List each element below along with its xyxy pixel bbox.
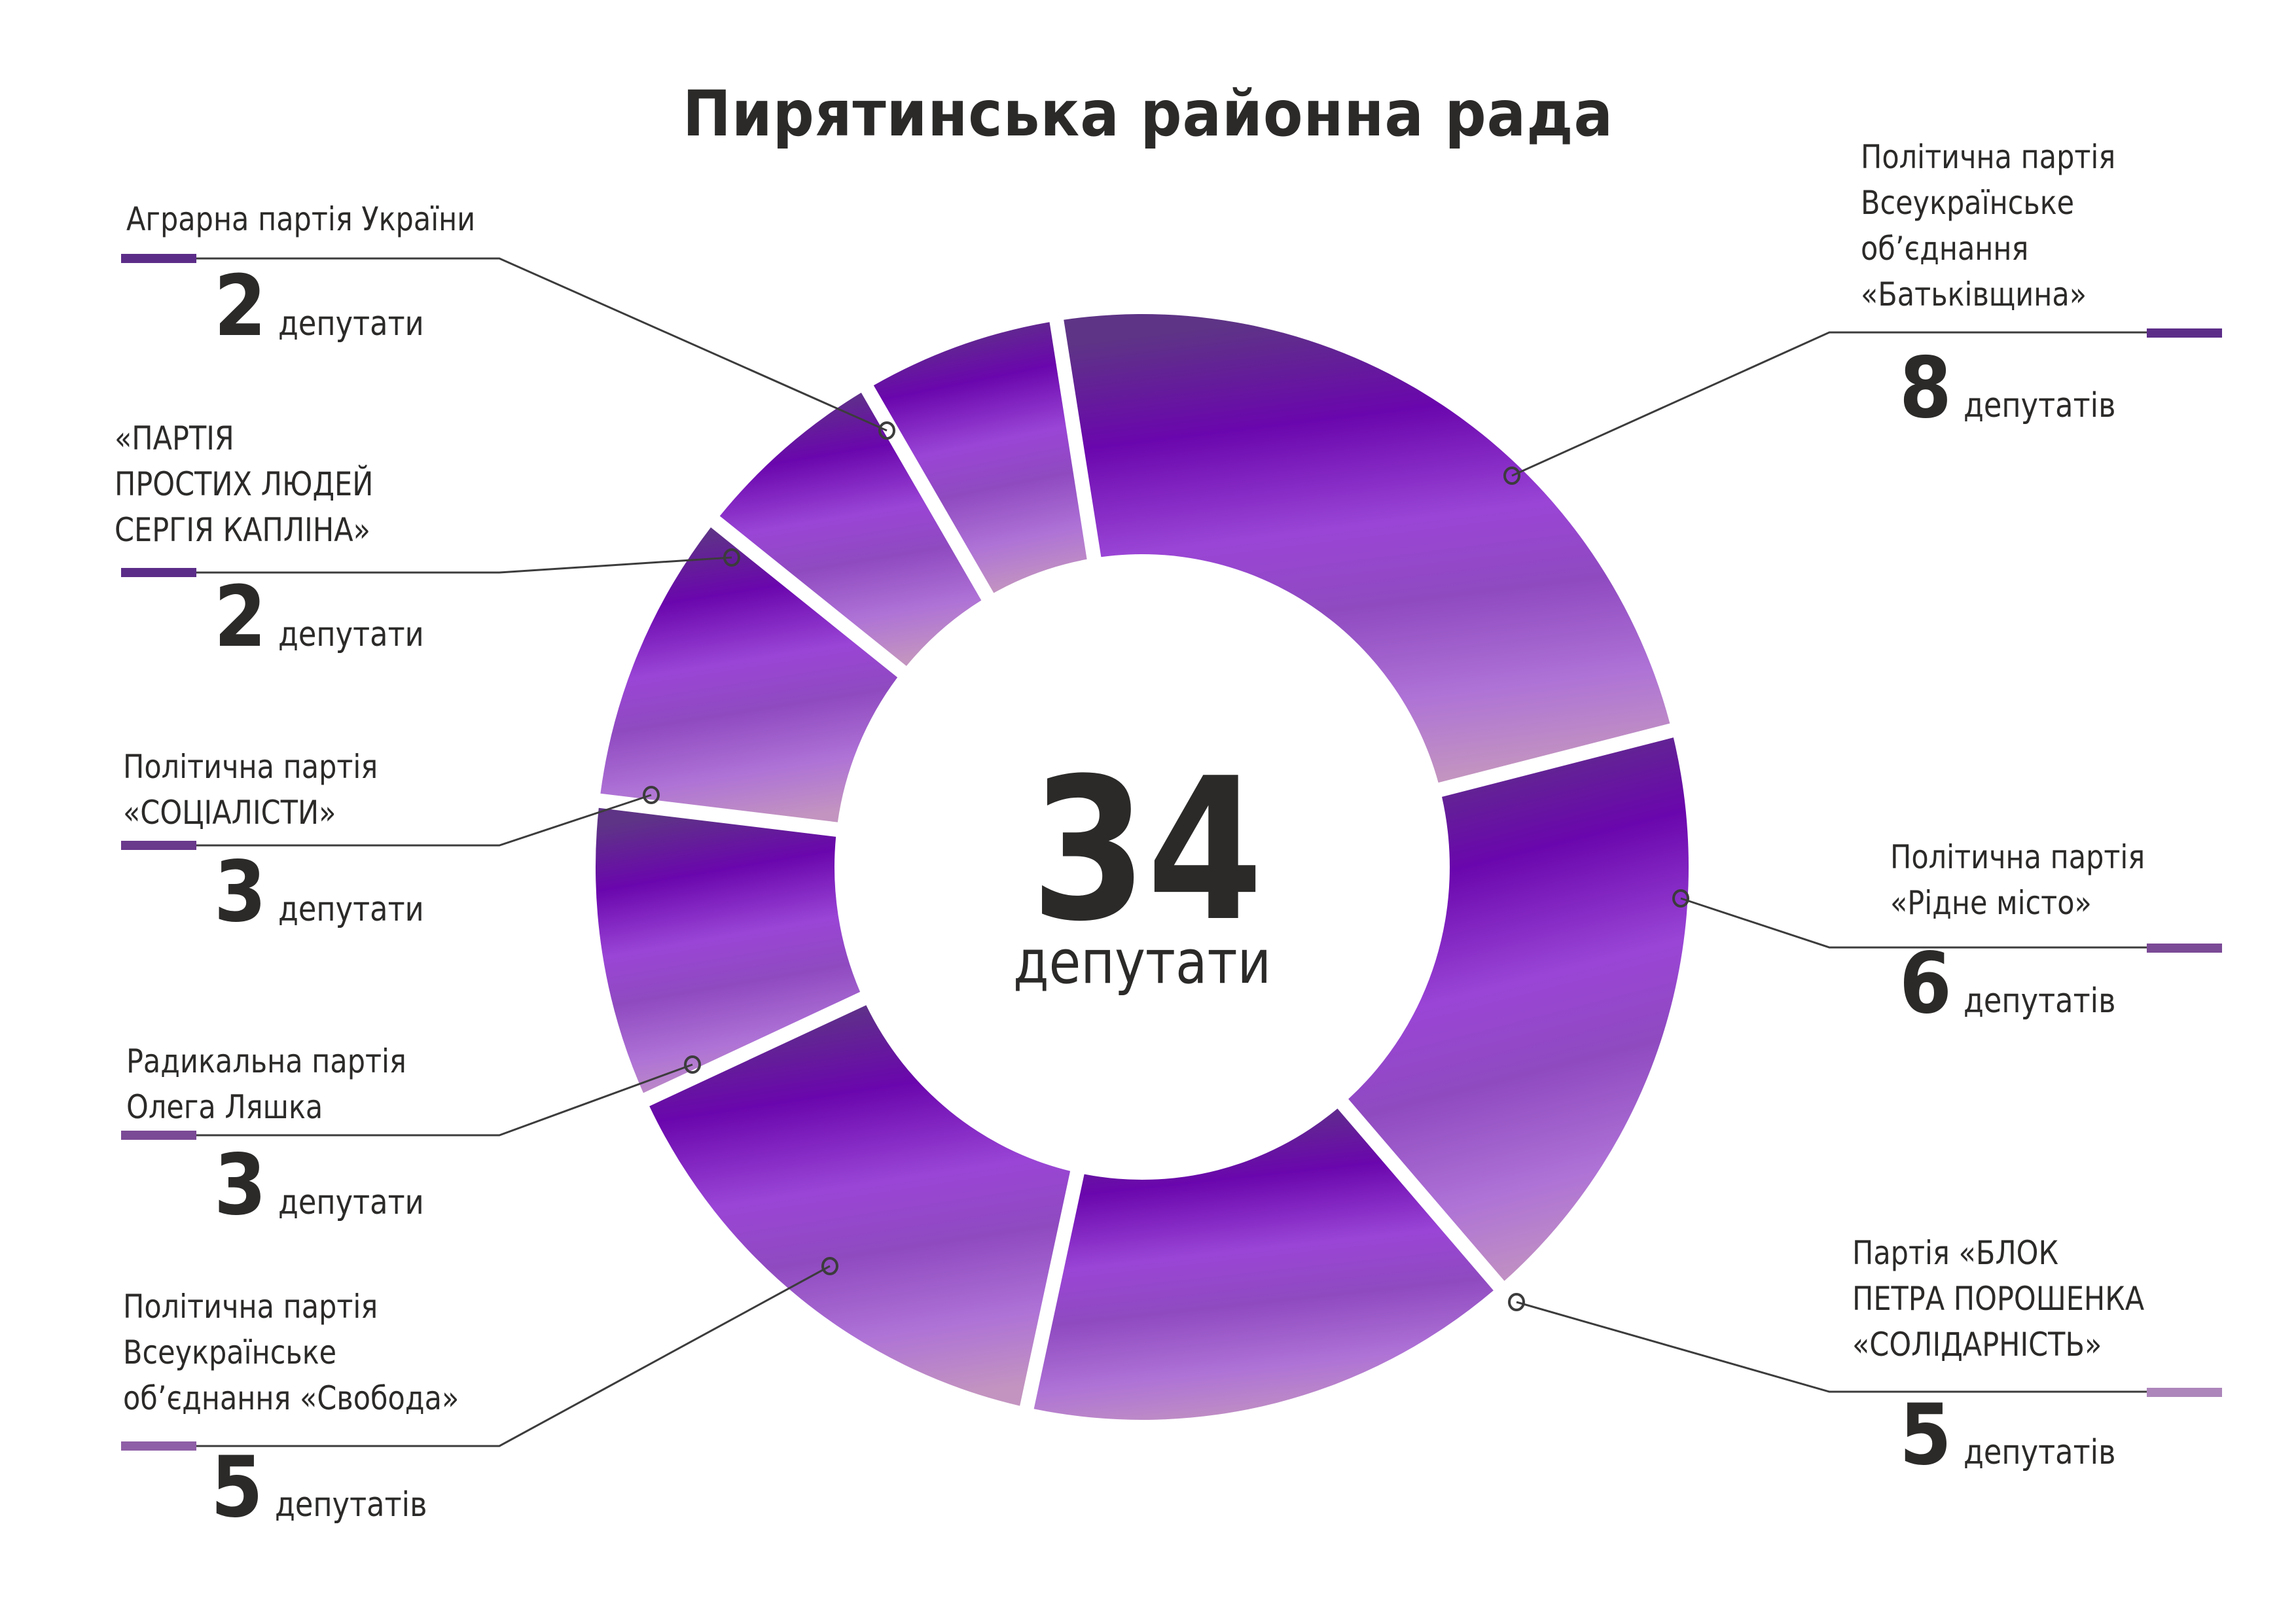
leader-dot-icon xyxy=(723,548,740,567)
count-word: депутати xyxy=(278,615,424,654)
count-batkivshchyna: 8 депутатів xyxy=(1893,347,2140,431)
segment-batkivshchyna xyxy=(1064,314,1670,783)
accent-bar-ridne-misto xyxy=(2147,944,2222,953)
label-ridne-misto: Політична партія «Рідне місто» xyxy=(1890,838,2145,922)
leader-dot-icon xyxy=(1503,467,1520,485)
leader-dot-icon xyxy=(643,786,660,804)
chart-title: Пирятинська районна рада xyxy=(683,77,1613,150)
label-radical: Радикальна партія Олега Ляшка xyxy=(126,1042,406,1126)
donut-ring xyxy=(596,314,1689,1420)
count-word: депутати xyxy=(278,1183,424,1222)
label-svoboda: Політична партія Всеукраїнське об’єднанн… xyxy=(123,1288,459,1417)
count-number: 5 xyxy=(210,1439,264,1536)
leader-line-socialists xyxy=(121,794,652,847)
count-word: депутати xyxy=(278,890,424,929)
count-number: 6 xyxy=(1899,935,1952,1033)
count-kaplin: 2 депутати xyxy=(208,576,448,660)
count-bpp: 5 депутатів xyxy=(1893,1394,2140,1477)
label-agrarian: Аграрна партія України xyxy=(126,200,476,238)
leader-dot-icon xyxy=(878,421,895,440)
accent-bar-batkivshchyna xyxy=(2147,328,2222,338)
count-word: депутатів xyxy=(1964,1433,2116,1472)
segment-radical xyxy=(596,807,861,1093)
count-word: депутатів xyxy=(1964,386,2116,425)
count-ridne-misto: 6 депутатів xyxy=(1893,942,2140,1026)
leader-line-kaplin xyxy=(121,556,732,574)
leader-line-batkivshchyna xyxy=(1511,331,2222,477)
leader-lines xyxy=(121,254,2222,1451)
count-word: депутатів xyxy=(1964,981,2116,1021)
label-bpp: Партія «БЛОК ПЕТРА ПОРОШЕНКА «СОЛІДАРНІС… xyxy=(1852,1234,2145,1364)
segment-agrarian xyxy=(873,322,1087,593)
accent-bar-agrarian xyxy=(121,254,196,263)
count-word: депутати xyxy=(278,304,424,344)
accent-bar-radical xyxy=(121,1131,196,1140)
leader-line-ridne-misto xyxy=(1680,897,2222,949)
count-number: 3 xyxy=(213,843,267,941)
leader-dot-icon xyxy=(1508,1293,1525,1311)
leader-dot-icon xyxy=(1672,889,1689,908)
leader-line-bpp xyxy=(1516,1301,2222,1393)
leader-line-radical xyxy=(121,1063,693,1137)
total-label: депутати xyxy=(1013,927,1272,997)
segment-ridne-misto xyxy=(1348,737,1689,1281)
label-batkivshchyna: Політична партія Всеукраїнське об’єднанн… xyxy=(1861,138,2116,313)
accent-bar-socialists xyxy=(121,841,196,850)
leader-dot-icon xyxy=(684,1055,701,1074)
segment-kaplin xyxy=(719,393,982,666)
segment-svoboda xyxy=(649,1005,1071,1406)
count-number: 3 xyxy=(213,1137,267,1234)
count-number: 8 xyxy=(1899,340,1952,437)
count-word: депутатів xyxy=(275,1485,427,1525)
segment-bpp xyxy=(1033,1108,1494,1420)
label-kaplin: «ПАРТІЯ ПРОСТИХ ЛЮДЕЙ СЕРГІЯ КАПЛІНА» xyxy=(115,419,374,549)
leader-dot-icon xyxy=(821,1257,838,1275)
label-socialists: Політична партія «СОЦІАЛІСТИ» xyxy=(123,748,378,832)
leader-line-agrarian xyxy=(121,257,888,432)
segment-socialists xyxy=(600,527,898,822)
count-socialists: 3 депутати xyxy=(208,851,448,934)
accent-bar-bpp xyxy=(2147,1388,2222,1397)
accent-bar-kaplin xyxy=(121,568,196,577)
accent-bar-svoboda xyxy=(121,1441,196,1451)
total-count: 34 xyxy=(1031,736,1263,964)
count-number: 2 xyxy=(213,569,267,666)
count-agrarian: 2 депутати xyxy=(208,265,448,349)
count-svoboda: 5 депутатів xyxy=(205,1446,452,1530)
count-radical: 3 депутати xyxy=(208,1144,448,1227)
count-number: 2 xyxy=(213,258,267,355)
count-number: 5 xyxy=(1899,1386,1952,1484)
leader-line-svoboda xyxy=(121,1265,831,1447)
